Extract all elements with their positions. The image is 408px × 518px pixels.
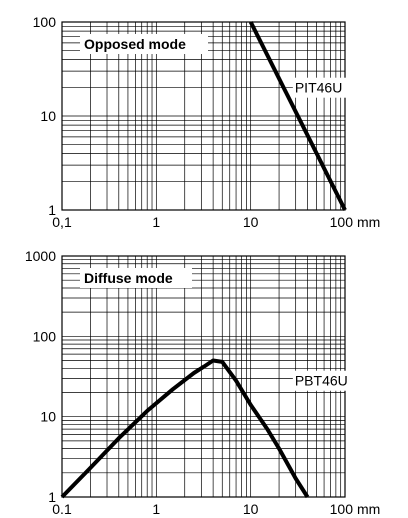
x-tick-label: 1: [152, 501, 160, 517]
x-tick-label: 1: [152, 214, 160, 230]
x-tick-label: 10: [243, 501, 259, 517]
x-tick-label: 100: [330, 501, 354, 517]
pbt46u-series-label: PBT46U: [295, 373, 348, 389]
y-tick-label: 100: [33, 328, 57, 344]
y-tick-label: 1: [48, 489, 56, 505]
y-tick-label: 1000: [25, 248, 56, 264]
y-tick-label: 10: [40, 108, 56, 124]
y-tick-label: 100: [33, 14, 57, 30]
x-unit-label: mm: [357, 214, 380, 230]
title-background: [80, 34, 208, 54]
series-label-background: [292, 77, 355, 98]
pit46u-series-label: PIT46U: [295, 80, 342, 96]
x-tick-label: 0.1: [52, 501, 72, 517]
chart-title: Diffuse mode: [84, 270, 173, 286]
plot-frame: [61, 21, 346, 211]
series-label-background: [292, 370, 355, 391]
x-tick-label: 100: [330, 214, 354, 230]
y-tick-label: 10: [40, 409, 56, 425]
pbt46u-series-line: [60, 358, 310, 499]
pit46u-series-line: [248, 21, 347, 211]
chart-title: Opposed mode: [84, 36, 186, 52]
x-tick-label: 10: [243, 214, 259, 230]
x-tick-label: 0,1: [52, 214, 72, 230]
title-background: [80, 268, 192, 288]
y-tick-label: 1: [48, 202, 56, 218]
x-unit-label: mm: [357, 501, 380, 517]
